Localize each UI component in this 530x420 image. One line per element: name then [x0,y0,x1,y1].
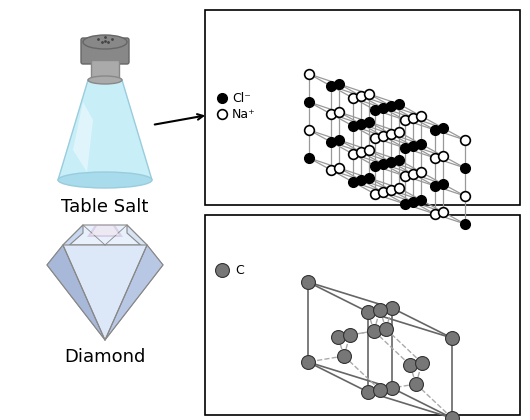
Polygon shape [63,225,147,245]
Polygon shape [58,80,152,180]
FancyBboxPatch shape [205,10,520,205]
Polygon shape [91,226,119,235]
Polygon shape [105,245,163,340]
FancyBboxPatch shape [91,60,119,80]
Text: Na⁺: Na⁺ [232,108,256,121]
Polygon shape [73,102,93,172]
Ellipse shape [83,35,127,49]
FancyBboxPatch shape [81,38,129,64]
FancyBboxPatch shape [205,215,520,415]
Text: C: C [235,263,244,276]
Text: Table Salt: Table Salt [61,198,149,216]
Polygon shape [87,225,123,237]
Polygon shape [47,225,83,265]
Polygon shape [127,225,163,265]
Polygon shape [63,245,147,340]
Ellipse shape [88,76,122,84]
Text: Cl⁻: Cl⁻ [232,92,251,105]
Ellipse shape [58,172,152,188]
Polygon shape [47,245,105,340]
Text: Diamond: Diamond [64,348,146,366]
